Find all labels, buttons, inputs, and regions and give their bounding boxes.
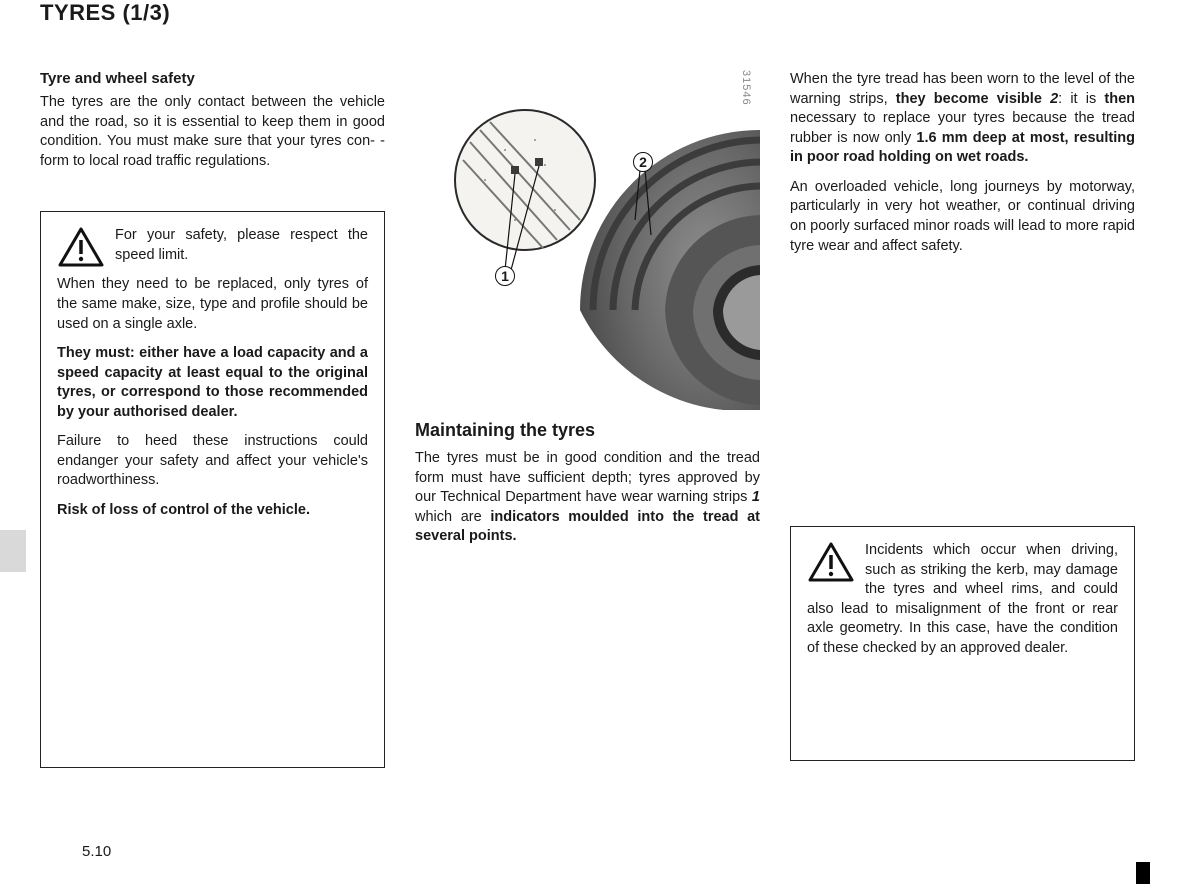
warning-icon — [57, 226, 105, 268]
image-id: 31546 — [740, 70, 752, 106]
page-content: Tyre and wheel safety The tyres are the … — [0, 40, 1200, 768]
warning-icon — [807, 541, 855, 583]
column-3: When the tyre tread has been worn to the… — [790, 70, 1135, 768]
box1-p1b: When they need to be replaced, only tyre… — [57, 275, 368, 334]
callout-1: 1 — [495, 266, 515, 286]
box1-p3: Failure to heed these instructions could… — [57, 432, 368, 491]
box1-p4: Risk of loss of control of the vehicle. — [57, 501, 368, 521]
col3-p2: An overloaded vehicle, long journeys by … — [790, 178, 1135, 256]
side-tab — [0, 530, 26, 572]
box1-p2: They must: either have a load capacity a… — [57, 344, 368, 422]
col2-p1: The tyres must be in good condition and … — [415, 449, 760, 547]
col1-intro: The tyres are the only contact between t… — [40, 93, 385, 171]
col2-heading: Maintaining the tyres — [415, 420, 760, 441]
callout-2: 2 — [633, 152, 653, 172]
tyre-figure: 31546 — [415, 70, 760, 410]
column-1: Tyre and wheel safety The tyres are the … — [40, 70, 385, 768]
column-2: 31546 — [415, 70, 760, 768]
page-number: 5.10 — [82, 843, 111, 860]
page-title: TYRES (1/3) — [40, 0, 1200, 26]
tyre-illustration — [415, 70, 760, 410]
col3-p1: When the tyre tread has been worn to the… — [790, 70, 1135, 168]
warning-box-1: For your safety, please respect the spee… — [40, 211, 385, 768]
warning-box-2: Incidents which occur when driving, such… — [790, 526, 1135, 761]
corner-mark — [1136, 862, 1150, 884]
col1-subheading: Tyre and wheel safety — [40, 70, 385, 87]
